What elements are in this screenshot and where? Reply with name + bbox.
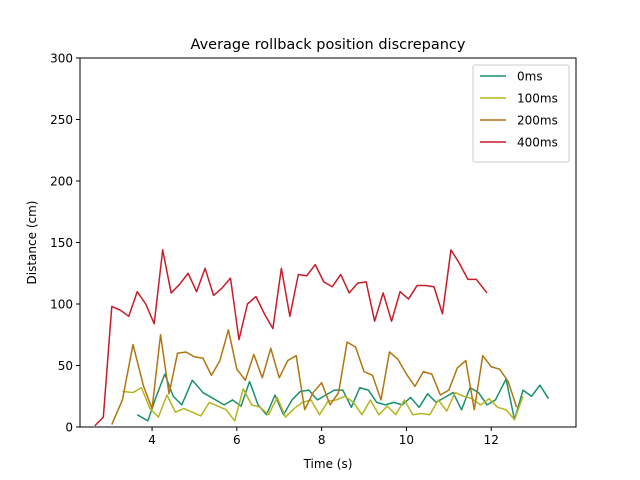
- legend-label-100ms: 100ms: [517, 92, 558, 106]
- series-line-200ms: [111, 329, 518, 425]
- x-tick-label: 10: [399, 433, 414, 447]
- x-tick-label: 8: [318, 433, 326, 447]
- y-tick-label: 100: [50, 298, 73, 312]
- series-layer: [94, 249, 550, 427]
- x-axis: 4 6 8 10 12: [148, 427, 499, 447]
- x-tick-label: 6: [233, 433, 241, 447]
- legend: 0ms 100ms 200ms 400ms: [472, 64, 570, 163]
- series-line-100ms: [122, 386, 524, 422]
- x-axis-title: Time (s): [303, 457, 353, 471]
- legend-box: [472, 64, 570, 163]
- y-tick-label: 200: [50, 175, 73, 189]
- y-tick-label: 150: [50, 236, 73, 250]
- legend-label-0ms: 0ms: [517, 70, 543, 84]
- series-line-400ms: [94, 249, 488, 427]
- y-tick-label: 250: [50, 113, 73, 127]
- y-tick-label: 50: [58, 359, 73, 373]
- y-axis: 0 50 100 150 200 250 300: [50, 52, 80, 435]
- chart-title: Average rollback position discrepancy: [191, 37, 466, 53]
- y-tick-label: 300: [50, 52, 73, 66]
- legend-label-200ms: 200ms: [517, 114, 558, 128]
- x-tick-label: 4: [148, 433, 156, 447]
- y-tick-label: 0: [65, 421, 73, 435]
- y-axis-title: Distance (cm): [25, 201, 39, 285]
- legend-label-400ms: 400ms: [517, 136, 558, 150]
- x-tick-label: 12: [484, 433, 499, 447]
